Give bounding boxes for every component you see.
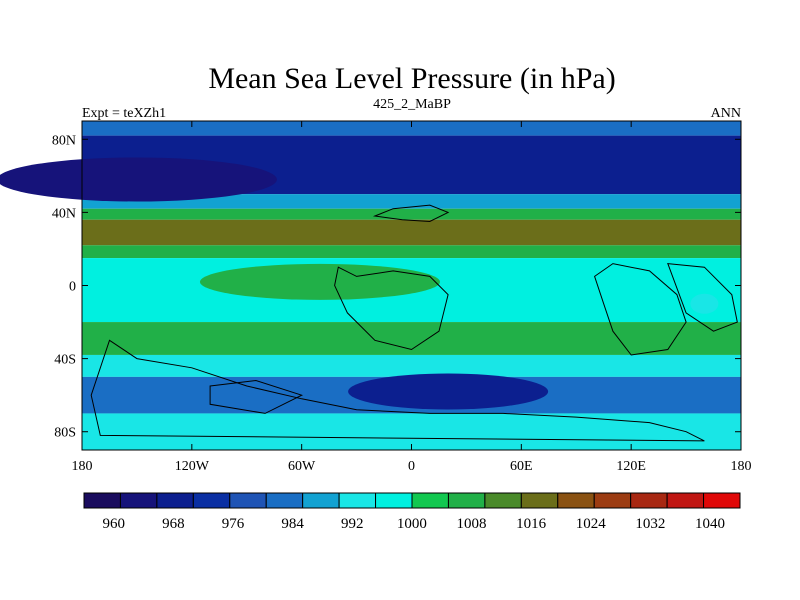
coastline-segment	[594, 263, 687, 356]
x-axis: 180 120W 60W 0 60E 120E 180	[72, 121, 752, 474]
field-feature	[199, 263, 440, 300]
y-tick-label: 40N	[52, 206, 76, 221]
field-band-4	[82, 219, 741, 246]
colorbar-swatch	[484, 492, 522, 509]
colorbar-label: 1024	[576, 516, 607, 532]
colorbar-label: 1000	[397, 516, 427, 532]
coastlines	[90, 204, 738, 442]
y-tick-label: 0	[69, 280, 76, 295]
colorbar-swatch	[229, 492, 267, 509]
colorbar-swatch	[375, 492, 413, 509]
colorbar-swatch	[265, 492, 304, 509]
coastline-segment	[334, 266, 449, 351]
x-tick-label: 180	[72, 459, 93, 474]
x-tick-label: 60E	[510, 459, 533, 474]
coastline-segment	[209, 379, 304, 414]
x-tick-label: 120E	[616, 459, 646, 474]
field-feature	[348, 373, 549, 410]
colorbar-swatch	[703, 492, 741, 509]
y-tick-label: 80S	[54, 426, 76, 441]
colorbar-label: 1032	[635, 516, 665, 532]
colorbar-swatch	[520, 492, 559, 509]
y-tick-label: 80N	[52, 133, 76, 148]
colorbar-label: 984	[281, 516, 304, 532]
field-feature	[0, 157, 277, 202]
colorbar-swatch	[666, 492, 705, 509]
colorbar-label: 992	[341, 516, 364, 532]
chart-title: Mean Sea Level Pressure (in hPa)	[208, 62, 615, 95]
field-feature	[690, 293, 719, 314]
colorbar-swatch	[83, 492, 121, 509]
colorbar-swatch	[447, 492, 486, 509]
colorbar-swatch	[119, 492, 158, 509]
colorbar-label: 968	[162, 516, 185, 532]
colorbar-swatch	[411, 492, 449, 509]
colorbar-swatch	[338, 492, 377, 509]
colorbar-label: 1040	[695, 516, 725, 532]
colorbar-label: 1016	[516, 516, 547, 532]
subtitle-center: 425_2_MaBP	[373, 97, 451, 112]
colorbar-label: 960	[103, 516, 126, 532]
colorbar-swatch	[192, 492, 231, 509]
coastline-segment	[667, 263, 738, 332]
colorbar-swatch	[302, 492, 340, 509]
x-tick-label: 120W	[175, 459, 210, 474]
field-band-0	[82, 121, 741, 136]
colorbar: 960 968 976 984 992 1000 1008 1016 1024 1032 1040	[83, 492, 741, 532]
field-band-2	[82, 194, 741, 209]
colorbar-label: 976	[222, 516, 245, 532]
coastline-segment	[90, 339, 705, 442]
colorbar-swatch	[557, 492, 595, 509]
field-band-7	[82, 322, 741, 355]
field-band-3	[82, 208, 741, 220]
field-band-5	[82, 245, 741, 259]
colorbar-swatch	[156, 492, 194, 509]
subtitle-right: ANN	[711, 106, 741, 121]
colorbar-label: 1008	[457, 516, 487, 532]
colorbar-swatch	[593, 492, 632, 509]
pressure-map	[0, 121, 741, 450]
y-axis: 80N 40N 0 40S 80S	[52, 133, 741, 441]
x-tick-label: 180	[731, 459, 752, 474]
x-tick-label: 0	[408, 459, 415, 474]
field-band-10	[82, 413, 741, 450]
x-tick-label: 60W	[288, 459, 316, 474]
y-tick-label: 40S	[54, 353, 76, 368]
field-band-8	[82, 354, 741, 377]
subtitle-left: Expt = teXZh1	[82, 106, 166, 121]
colorbar-swatch	[630, 492, 668, 509]
coastline-segment	[372, 204, 450, 223]
